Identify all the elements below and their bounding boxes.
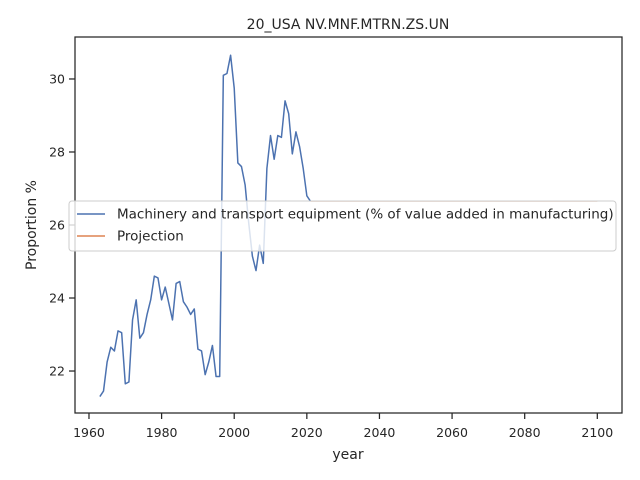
x-tick-label: 2100 — [581, 425, 613, 440]
x-tick-label: 2020 — [291, 425, 323, 440]
y-tick-label: 22 — [49, 364, 65, 379]
y-tick-label: 28 — [49, 144, 65, 159]
legend-entry-label: Projection — [117, 229, 184, 245]
y-tick-label: 30 — [49, 71, 65, 86]
legend: Machinery and transport equipment (% of … — [68, 200, 617, 252]
y-tick-label: 24 — [49, 291, 65, 306]
x-axis-label: year — [332, 447, 363, 463]
legend-entry-label: Machinery and transport equipment (% of … — [117, 207, 614, 223]
machinery-series-line — [99, 54, 312, 397]
legend-box — [68, 200, 617, 252]
x-tick-label: 2060 — [436, 425, 468, 440]
x-tick-label: 1980 — [146, 425, 178, 440]
chart-title: 20_USA NV.MNF.MTRN.ZS.UN — [247, 17, 450, 33]
x-tick-label: 2000 — [218, 425, 250, 440]
y-axis-label: Proportion % — [24, 180, 40, 270]
x-tick-label: 2080 — [509, 425, 541, 440]
x-tick-label: 1960 — [73, 425, 105, 440]
y-tick-label: 26 — [49, 218, 65, 233]
x-tick-label: 2040 — [364, 425, 396, 440]
